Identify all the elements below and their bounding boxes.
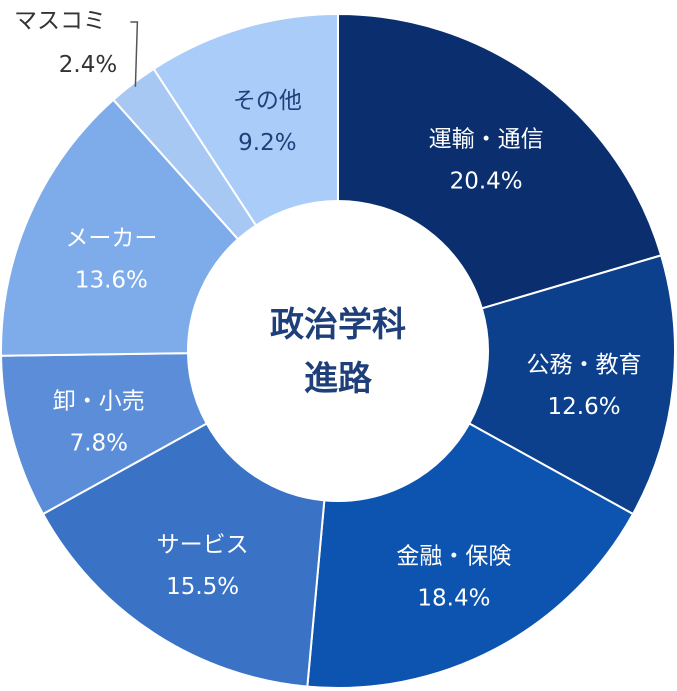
slice-4-value-label: 15.5% <box>166 574 239 600</box>
center-label-line-2: 進路 <box>304 359 373 399</box>
slice-2-label: 公務・教育 <box>527 352 642 378</box>
slice-2-wedge <box>467 254 676 516</box>
slice-1-label: 運輸・通信 <box>429 127 544 153</box>
slice-7-value-label: 2.4% <box>59 52 117 78</box>
center-label: 政治学科 進路 <box>270 305 406 399</box>
slice-7-leader-line <box>130 21 139 87</box>
slice-8-value-label: 9.2% <box>238 130 296 156</box>
slice-6-wedge <box>0 98 240 357</box>
slice-3-wedge <box>306 422 635 689</box>
slice-1-value-label: 20.4% <box>450 169 523 195</box>
center-label-line-1: 政治学科 <box>270 305 406 345</box>
slice-3-value-label: 18.4% <box>417 586 490 612</box>
slice-6-label: メーカー <box>65 226 157 252</box>
slice-2-value-label: 12.6% <box>548 394 621 420</box>
slice-8-wedge <box>152 12 339 227</box>
slice-5-label: 卸・小売 <box>53 388 145 414</box>
slices-group <box>0 12 676 689</box>
slice-1-wedge <box>337 12 663 310</box>
slice-7-label: マスコミ <box>14 8 106 34</box>
labels-group: 運輸・通信 20.4% 公務・教育 12.6% 金融・保険 18.4% サービス 15.5% 卸… <box>14 8 642 612</box>
slice-6-value-label: 13.6% <box>75 268 148 294</box>
slice-3-label: 金融・保険 <box>396 544 511 570</box>
slice-5-value-label: 7.8% <box>70 430 128 456</box>
slice-4-label: サービス <box>157 532 249 558</box>
slice-4-wedge <box>41 422 326 688</box>
slice-8-label: その他 <box>233 88 302 114</box>
